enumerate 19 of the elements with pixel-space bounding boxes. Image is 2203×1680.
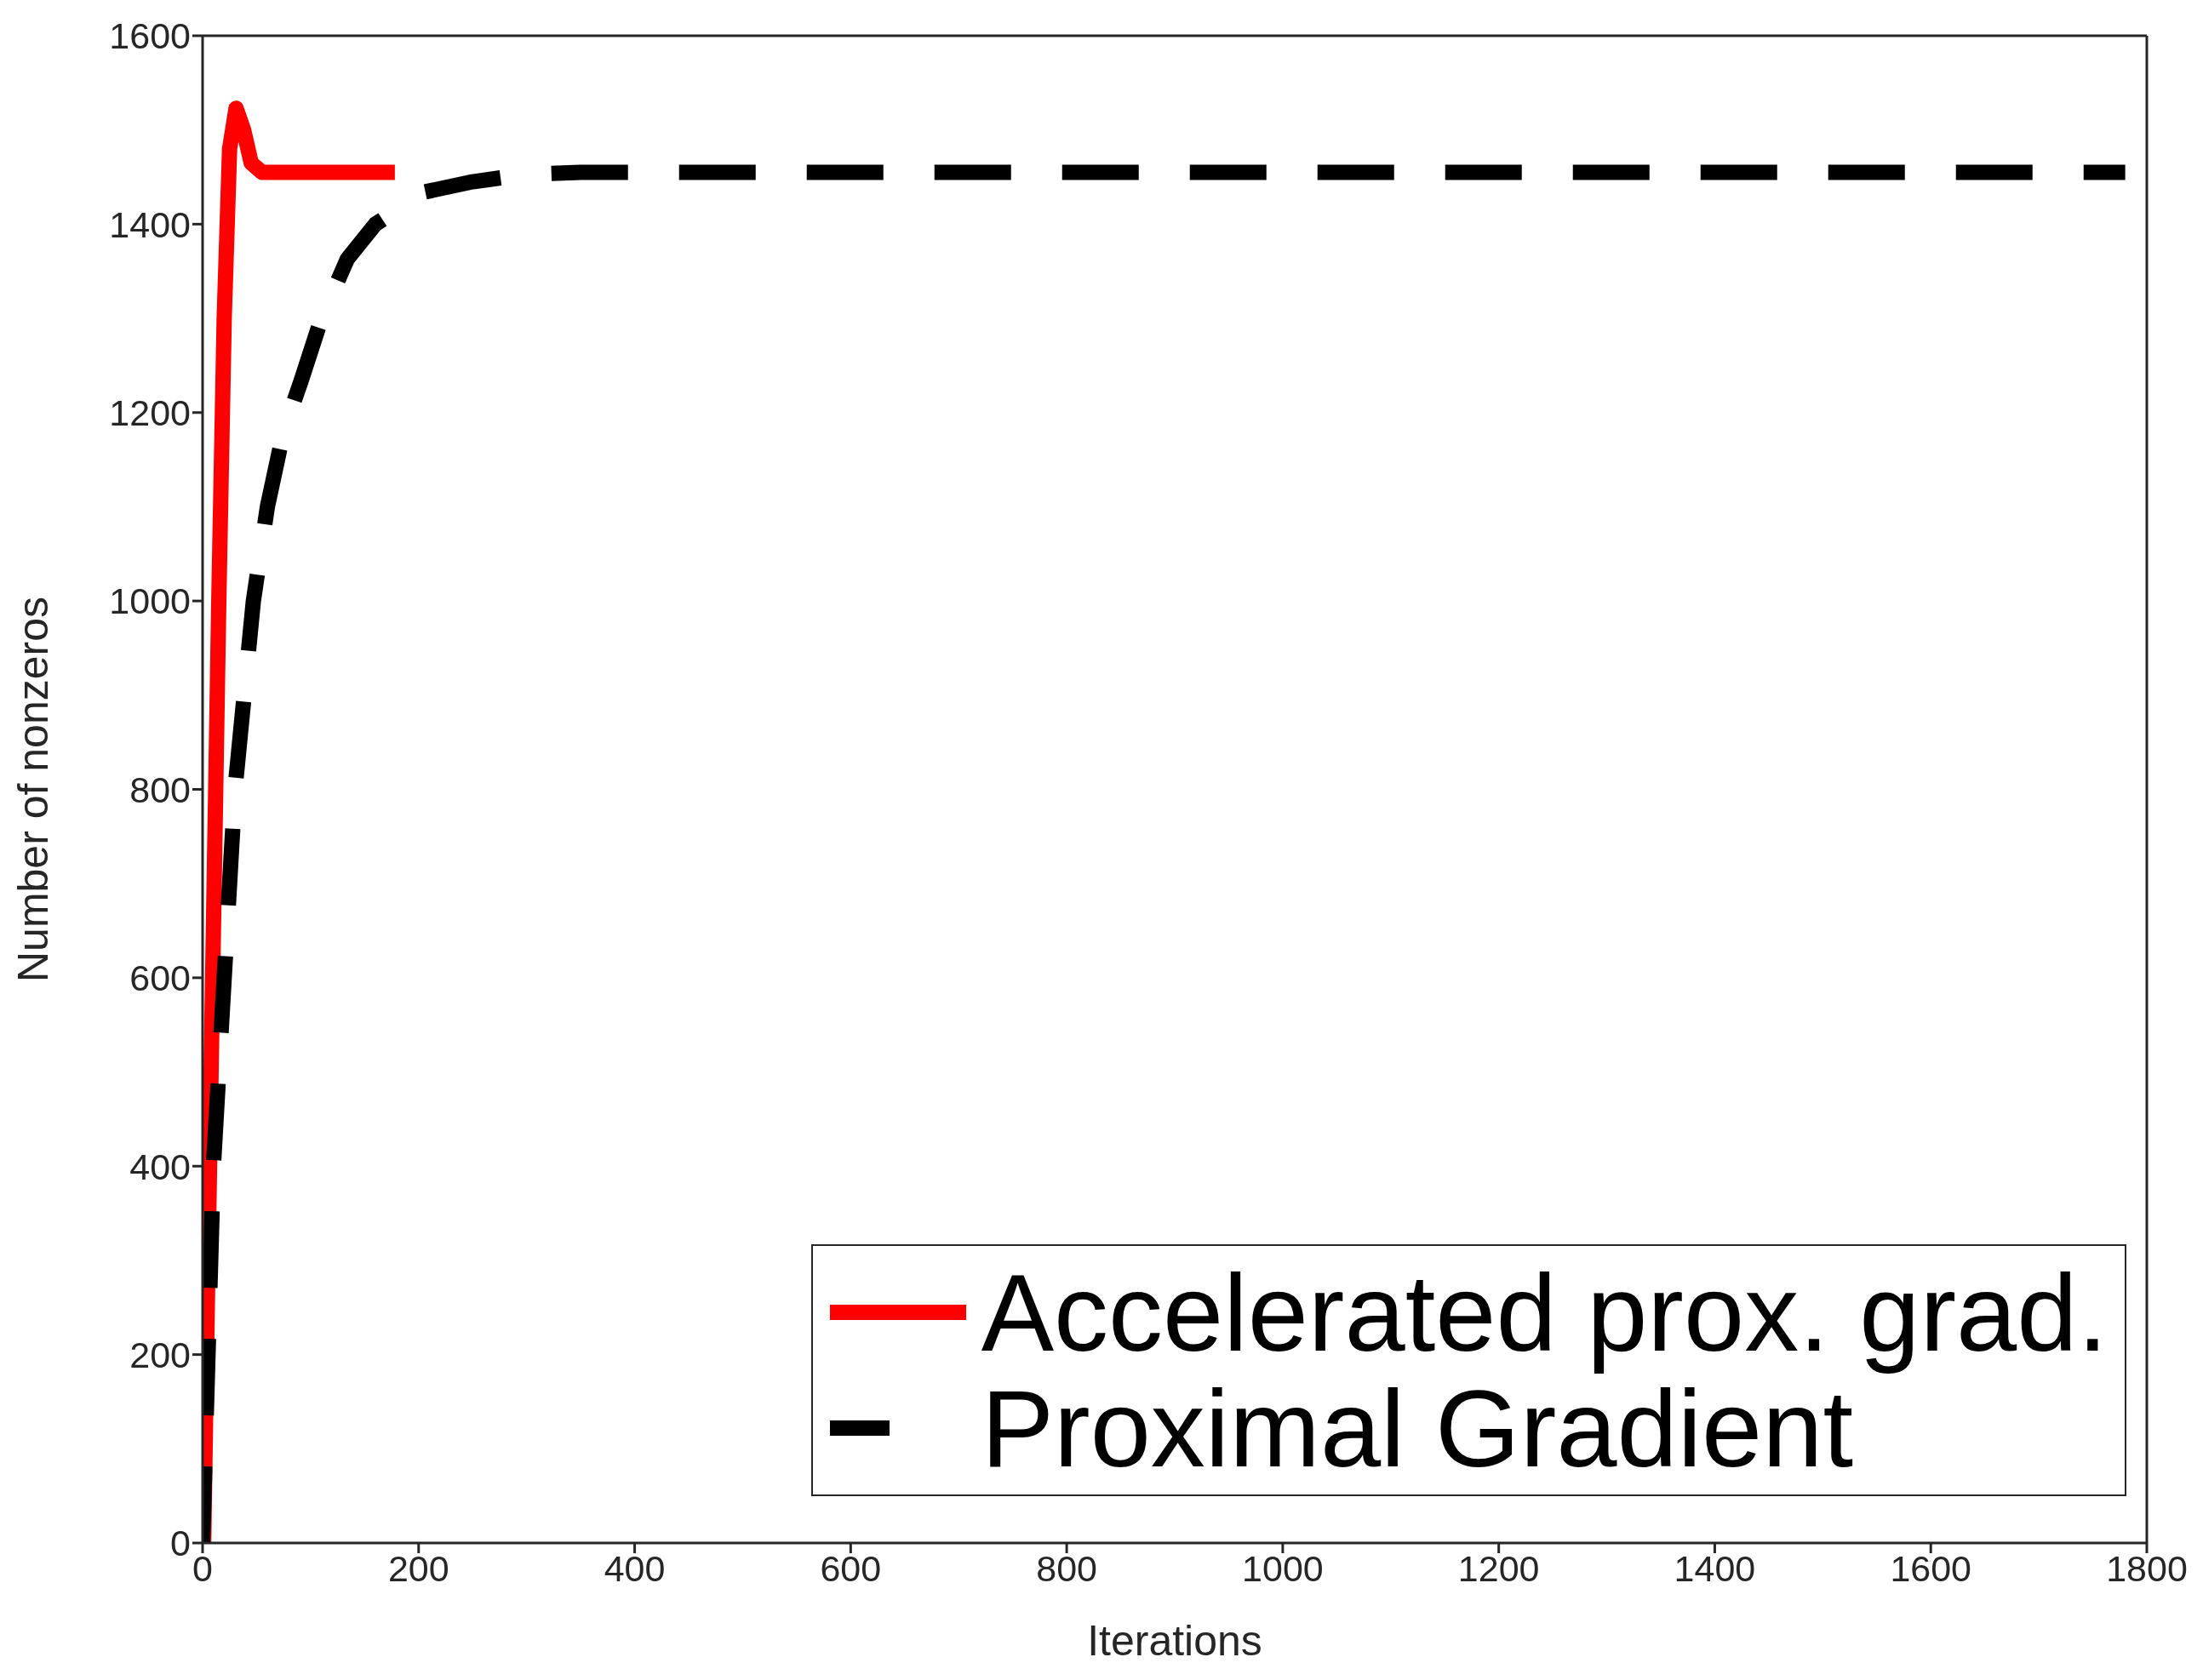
y-tick-label: 1400: [109, 203, 191, 245]
x-axis-title: Iterations: [1087, 1617, 1262, 1665]
x-tick-label: 1600: [1890, 1547, 1972, 1589]
y-axis-title: Number of nonzeros: [9, 596, 57, 983]
x-tick-label: 600: [820, 1547, 882, 1589]
y-tick-label: 800: [129, 769, 191, 810]
y-tick-label: 400: [129, 1146, 191, 1187]
y-tick-label: 600: [129, 957, 191, 999]
y-tick-label: 1600: [109, 15, 191, 57]
x-tick-label: 1000: [1242, 1547, 1324, 1589]
x-tick-label: 1800: [2106, 1547, 2188, 1589]
y-tick-label: 1000: [109, 580, 191, 622]
x-tick-label: 200: [387, 1547, 449, 1589]
y-tick-label: 200: [129, 1334, 191, 1375]
x-tick-label: 800: [1036, 1547, 1097, 1589]
y-tick-label: 1200: [109, 392, 191, 434]
x-tick-label: 1400: [1674, 1547, 1756, 1589]
x-tick-label: 400: [604, 1547, 666, 1589]
x-tick-label: 1200: [1457, 1547, 1540, 1589]
